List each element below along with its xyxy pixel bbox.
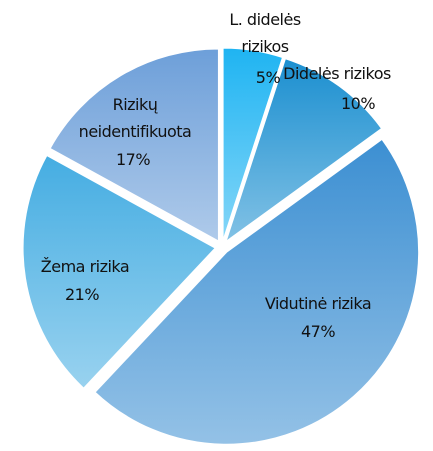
slice-label: L. didelės rizikos bbox=[229, 10, 301, 56]
slice-value: 5% bbox=[255, 68, 281, 87]
pie-slice bbox=[22, 154, 216, 389]
slice-value: 17% bbox=[115, 150, 151, 169]
pie-slice bbox=[49, 48, 219, 242]
slice-label: Žema rizika bbox=[40, 257, 130, 276]
slice-label: Rizikų neidentifikuota bbox=[78, 95, 192, 141]
slice-label: Didelės rizikos bbox=[283, 64, 391, 83]
slice-value: 21% bbox=[64, 285, 100, 304]
slice-label: Vidutinė rizika bbox=[264, 294, 372, 313]
slice-value: 47% bbox=[300, 322, 336, 341]
slice-value: 10% bbox=[340, 94, 376, 113]
pie-slice bbox=[222, 47, 284, 241]
pie-slice bbox=[225, 58, 383, 243]
pie-slice bbox=[94, 138, 420, 445]
